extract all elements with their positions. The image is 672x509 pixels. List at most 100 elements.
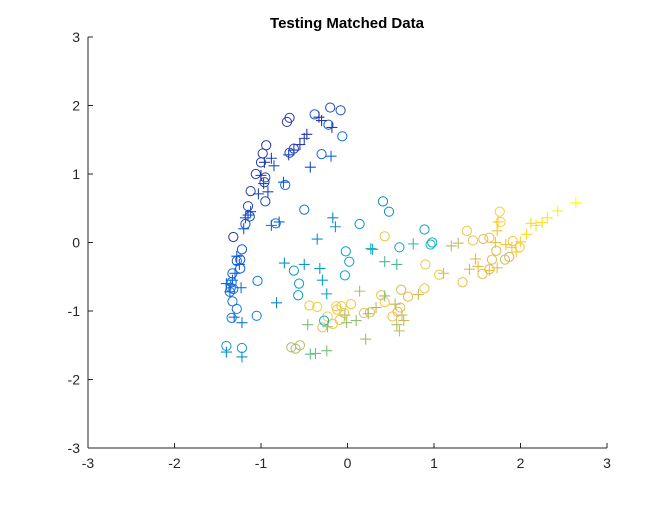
y-tick-label: 1: [72, 166, 80, 182]
plus-marker: [225, 279, 237, 291]
plus-marker: [407, 238, 419, 250]
circle-marker: [345, 299, 357, 310]
circle-marker: [364, 307, 376, 318]
plus-marker: [238, 223, 250, 235]
plus-marker: [521, 228, 533, 240]
x-tick-label: -1: [255, 455, 268, 471]
plus-marker: [510, 246, 522, 258]
plus-marker: [236, 351, 248, 363]
plus-marker: [339, 309, 351, 321]
circle-marker: [280, 179, 291, 191]
plus-marker: [220, 346, 232, 358]
circle-marker: [427, 237, 438, 248]
circle-marker: [383, 206, 395, 217]
circle-marker: [251, 310, 262, 321]
plus-marker: [536, 217, 548, 229]
y-tick-label: -1: [68, 303, 81, 319]
circle-marker: [293, 290, 304, 301]
circle-marker: [236, 244, 248, 255]
plus-marker: [278, 257, 290, 269]
x-tick-label: 1: [430, 455, 438, 471]
circle-marker: [304, 300, 315, 311]
circle-marker: [319, 315, 330, 326]
plus-marker: [341, 317, 353, 329]
plus-marker: [268, 160, 280, 172]
circle-marker: [420, 259, 431, 270]
circle-marker: [425, 239, 436, 250]
circle-marker: [226, 312, 237, 323]
circle-marker: [252, 275, 263, 286]
data-points: [220, 102, 582, 363]
plus-marker: [298, 258, 310, 270]
circle-marker: [486, 254, 498, 265]
circle-marker: [379, 231, 390, 242]
circle-marker: [332, 304, 343, 315]
plus-marker: [396, 309, 408, 321]
plus-marker: [350, 315, 362, 327]
plus-marker: [288, 144, 300, 156]
plus-marker: [316, 274, 328, 286]
circle-marker: [402, 291, 414, 302]
circle-marker: [478, 233, 489, 245]
plus-marker: [265, 152, 277, 164]
plus-marker: [391, 258, 403, 270]
plus-marker: [309, 347, 321, 359]
circle-marker: [227, 296, 238, 307]
circle-marker: [477, 268, 488, 280]
plus-marker: [231, 250, 243, 262]
plus-marker: [304, 161, 316, 173]
plus-marker: [224, 286, 236, 298]
plus-marker: [452, 237, 464, 249]
plus-marker: [258, 156, 270, 168]
plus-marker: [463, 263, 475, 275]
plus-marker: [362, 308, 374, 320]
circle-marker: [339, 270, 351, 281]
circle-marker: [396, 284, 407, 295]
plus-marker: [311, 233, 323, 245]
plus-marker: [321, 345, 333, 357]
circle-marker: [312, 301, 323, 312]
plus-marker: [489, 237, 501, 248]
plus-marker: [226, 274, 238, 286]
plus-marker: [506, 241, 518, 253]
plus-marker: [370, 302, 382, 314]
plus-marker: [530, 219, 542, 231]
plus-marker: [304, 348, 316, 360]
plus-marker: [472, 260, 484, 272]
plus-marker: [258, 178, 270, 190]
plus-marker: [252, 188, 264, 200]
circle-marker: [344, 256, 355, 267]
circle-marker: [288, 265, 299, 276]
circle-marker: [335, 105, 346, 116]
x-tick-label: 3: [603, 455, 611, 471]
plus-marker: [491, 262, 503, 274]
plus-marker: [283, 149, 295, 161]
circle-marker: [231, 303, 242, 315]
plus-marker: [360, 333, 372, 345]
circle-marker: [260, 196, 271, 207]
y-tick-label: -3: [68, 440, 81, 456]
circle-marker: [299, 204, 310, 215]
plus-marker: [277, 176, 289, 188]
plus-marker: [220, 278, 232, 290]
plus-marker: [314, 263, 326, 275]
plus-marker: [470, 253, 482, 265]
circle-marker: [507, 236, 518, 247]
plus-marker: [322, 321, 334, 333]
plus-marker: [326, 121, 338, 133]
circle-marker: [259, 177, 270, 188]
circle-marker: [419, 224, 430, 235]
circle-marker: [323, 119, 334, 130]
plus-marker: [525, 217, 537, 229]
plus-marker: [445, 240, 457, 252]
plus-marker: [354, 285, 366, 297]
circle-marker: [293, 278, 305, 289]
plus-marker: [239, 212, 251, 224]
plus-marker: [500, 239, 512, 251]
circle-marker: [484, 232, 495, 243]
plus-marker: [570, 197, 582, 209]
circle-marker: [354, 218, 365, 230]
plus-marker: [298, 132, 310, 144]
plus-marker: [235, 282, 247, 294]
